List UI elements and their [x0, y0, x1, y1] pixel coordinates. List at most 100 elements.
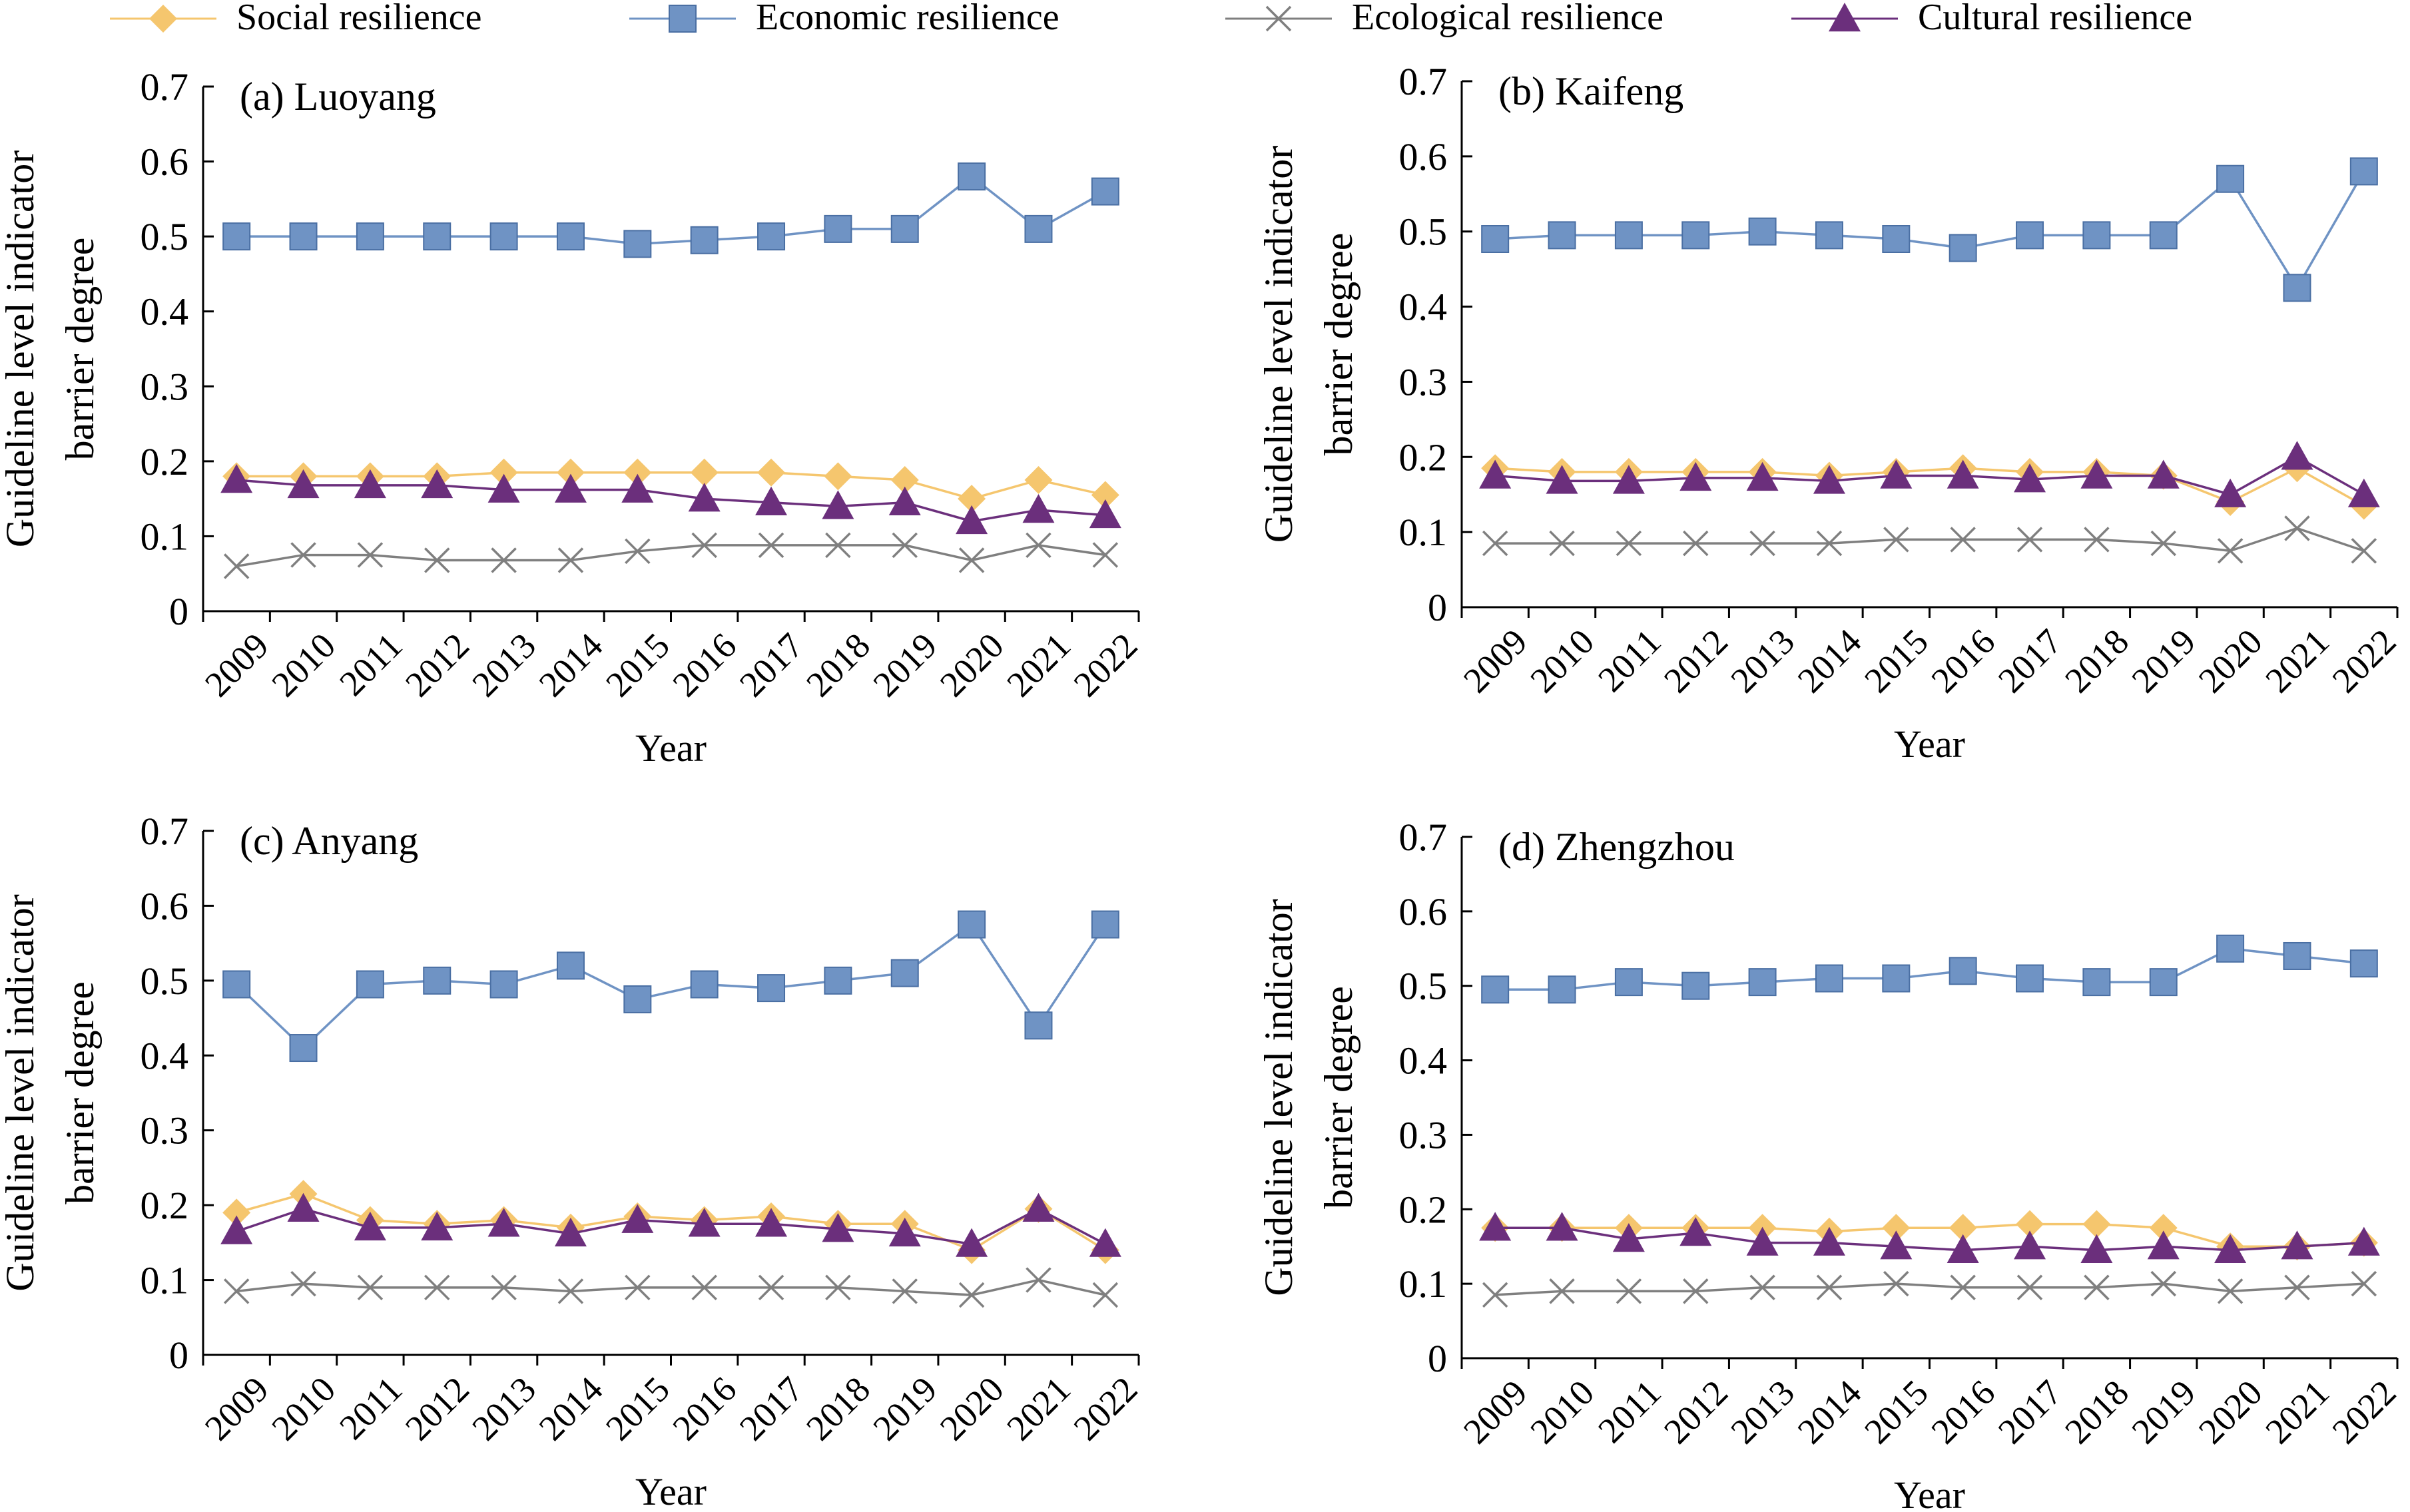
data-point [755, 1208, 788, 1237]
y-tick-label: 0.3 [1399, 1113, 1448, 1156]
x-tick-label: 2017 [1990, 1372, 2070, 1451]
data-point [423, 966, 452, 995]
data-point [1481, 225, 1510, 253]
data-point [1614, 968, 1643, 997]
x-tick-label: 2012 [1656, 621, 1735, 700]
y-tick-label: 0 [169, 1334, 188, 1377]
data-point [1548, 221, 1576, 250]
data-point [825, 1274, 851, 1301]
x-tick-label: 2010 [1522, 621, 1602, 700]
data-point [1683, 1278, 1709, 1304]
data-point [491, 547, 517, 573]
data-point [1749, 1274, 1775, 1300]
data-point [357, 1274, 384, 1301]
x-tick-label: 2022 [2325, 1372, 2404, 1451]
data-point [2080, 1234, 2113, 1264]
data-point [489, 970, 518, 999]
data-point [758, 1274, 784, 1301]
y-tick-label: 0.2 [141, 1184, 189, 1227]
legend-marker [149, 5, 177, 33]
data-point [2281, 441, 2313, 470]
x-tick-label: 2013 [1723, 1372, 1802, 1451]
data-point [2283, 274, 2311, 302]
data-point [2216, 934, 2245, 963]
y-tick-label: 0.3 [141, 365, 189, 408]
data-point [556, 951, 585, 980]
data-point [956, 1228, 988, 1257]
legend-marker [1829, 3, 1861, 32]
series-line [1495, 1226, 2364, 1252]
series-line [1495, 455, 2365, 496]
data-point [1748, 217, 1777, 246]
data-point [289, 222, 318, 251]
data-point [1616, 1278, 1642, 1304]
data-point [2351, 1270, 2377, 1297]
x-tick-label: 2009 [197, 625, 276, 704]
series-cultural [220, 464, 1121, 535]
data-point [1549, 1278, 1575, 1304]
data-point [2014, 463, 2046, 493]
y-tick-label: 0.4 [1399, 286, 1448, 329]
series-cultural [220, 1192, 1121, 1257]
legend-label: Social resilience [236, 0, 482, 38]
data-point [1089, 1228, 1121, 1257]
y-tick-label: 0.2 [141, 440, 189, 483]
data-point [223, 1278, 250, 1304]
y-axis-label-line2: barrier degree [58, 238, 102, 461]
data-point [625, 1274, 651, 1301]
data-point [2149, 968, 2178, 997]
x-tick-label: 2021 [2258, 1372, 2337, 1451]
data-point [1746, 461, 1779, 491]
data-point [892, 1278, 918, 1304]
data-point [2084, 527, 2110, 553]
y-tick-label: 0 [1428, 1337, 1447, 1380]
data-point [2347, 478, 2380, 507]
data-point [958, 910, 986, 939]
data-point [1614, 221, 1643, 250]
y-tick-label: 0.6 [1399, 890, 1448, 933]
x-tick-label: 2014 [531, 625, 611, 704]
x-tick-label: 2015 [1857, 621, 1936, 700]
data-point [1882, 964, 1911, 993]
data-point [892, 532, 918, 559]
y-tick-label: 0.1 [141, 1259, 189, 1302]
data-point [1092, 1282, 1119, 1308]
data-point [621, 1204, 654, 1233]
panel-label: (b) Kaifeng [1498, 69, 1683, 113]
data-point [958, 485, 986, 513]
y-tick-label: 0 [1428, 586, 1447, 629]
data-point [890, 466, 919, 494]
x-axis-label: Year [1894, 1473, 1965, 1512]
data-point [356, 970, 384, 999]
y-axis-label-line2: barrier degree [1317, 233, 1360, 456]
data-point [222, 1198, 251, 1227]
data-point [289, 1034, 318, 1063]
series-line [236, 479, 1105, 523]
y-tick-label: 0.7 [141, 65, 189, 109]
series-line [236, 1207, 1106, 1246]
data-point [1949, 957, 1977, 985]
x-tick-label: 2019 [2124, 1372, 2204, 1451]
data-point [421, 1211, 453, 1241]
x-tick-label: 2013 [1723, 621, 1802, 700]
x-tick-label: 2014 [1790, 1372, 1869, 1451]
data-point [557, 1278, 584, 1304]
data-point [1681, 971, 1710, 1000]
y-axis-label-line2: barrier degree [58, 981, 102, 1204]
data-point [688, 1208, 721, 1237]
y-tick-label: 0.5 [141, 215, 189, 258]
data-point [1882, 1214, 1911, 1242]
x-tick-label: 2010 [264, 1369, 343, 1448]
series-economic [222, 162, 1119, 258]
data-point [557, 547, 584, 573]
y-tick-label: 0.1 [141, 515, 189, 558]
x-tick-label: 2011 [1590, 621, 1668, 699]
panel-4: 00.10.20.30.40.50.60.7200920102011201220… [1257, 816, 2403, 1512]
data-point [2351, 538, 2377, 564]
data-point [690, 458, 719, 487]
x-tick-label: 2016 [665, 1369, 745, 1448]
data-point [757, 222, 786, 251]
data-point [824, 462, 852, 491]
x-tick-label: 2010 [264, 625, 343, 704]
